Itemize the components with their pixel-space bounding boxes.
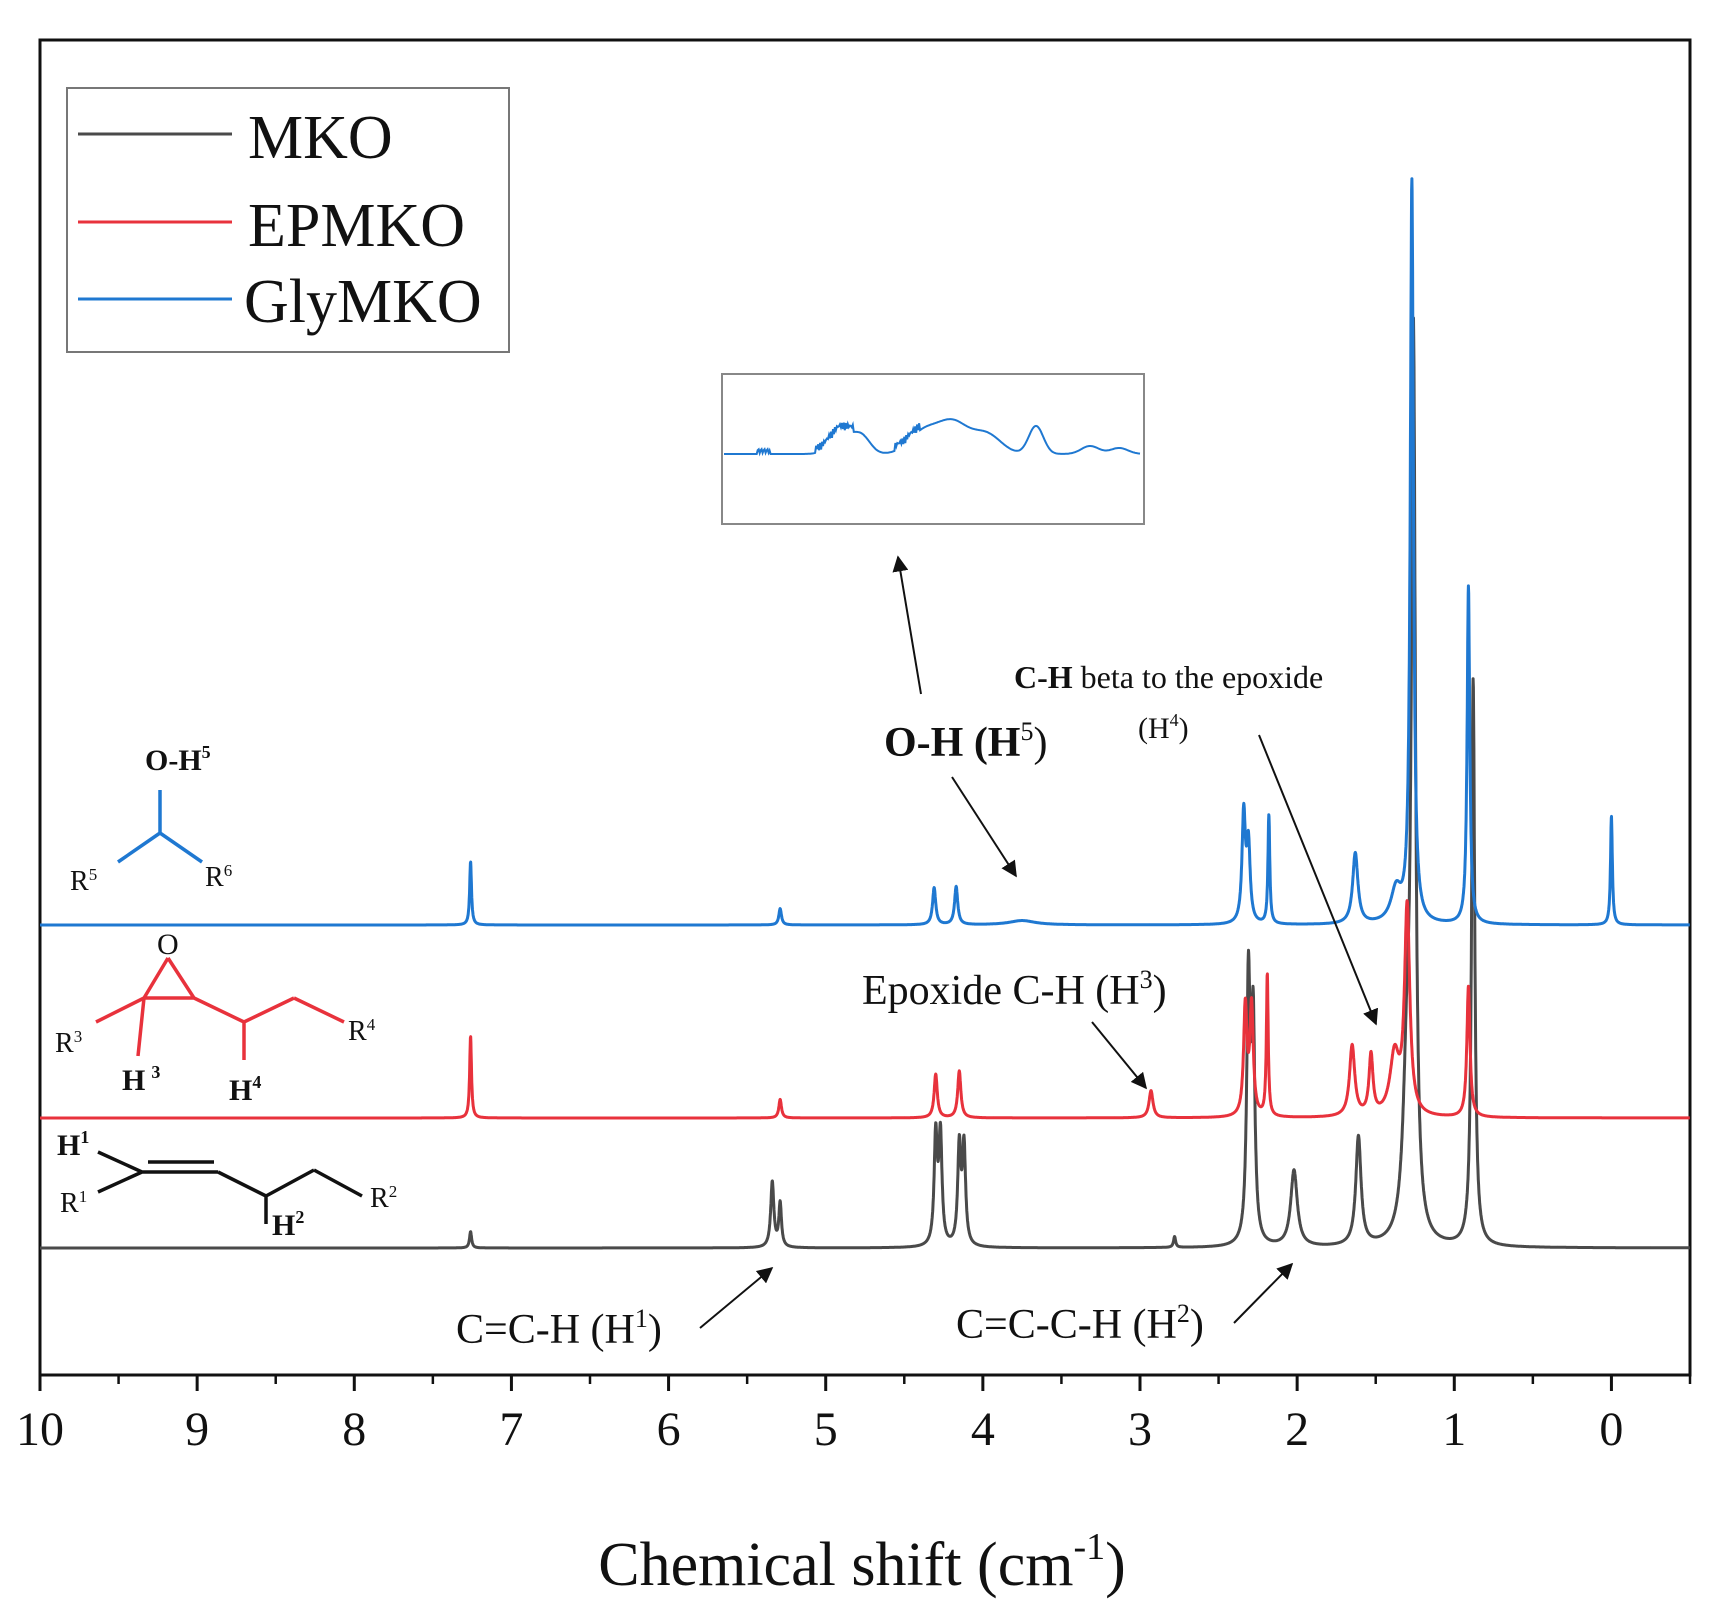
arrow-epoxide [1091, 1021, 1148, 1090]
annotation-ccch: C=C-C-H (H2) [956, 1299, 1204, 1348]
x-axis-label: Chemical shift (cm-1) [598, 1526, 1126, 1599]
x-tick-label-10: 10 [16, 1403, 64, 1456]
structure-alkene: H1 R1 R2 H2 [57, 1127, 397, 1242]
structure-alcohol: O-H5 R5 R6 [70, 742, 232, 897]
struct3-h2: H2 [272, 1207, 304, 1242]
inset-zoom [721, 373, 1145, 525]
inset-frame [721, 373, 1145, 525]
arrow-cch [699, 1266, 774, 1329]
struct1-r5: R5 [70, 865, 97, 897]
legend-box [66, 87, 510, 353]
struct3-r1: R1 [60, 1187, 87, 1219]
struct1-oh-label: O-H5 [145, 742, 211, 777]
annotation-cch: C=C-H (H1) [456, 1304, 662, 1353]
series-line-epmko [38, 899, 1691, 1120]
x-tick-label-8: 8 [342, 1403, 366, 1456]
x-tick-label-1: 1 [1442, 1403, 1466, 1456]
x-tick-label-3: 3 [1128, 1403, 1152, 1456]
struct2-r4: R4 [348, 1015, 376, 1047]
struct3-r2: R2 [370, 1182, 397, 1214]
x-tick-label-4: 4 [971, 1403, 995, 1456]
annotation-arrows [699, 555, 1379, 1329]
annotation-epoxide: Epoxide C-H (H3) [862, 965, 1167, 1014]
struct2-o: O [157, 928, 179, 961]
series-line-glymko [38, 177, 1691, 927]
struct3-h1: H1 [57, 1127, 89, 1162]
struct2-r3: R3 [55, 1027, 82, 1059]
arrow-to-inset [892, 555, 922, 695]
plot-frame [38, 38, 1692, 1377]
struct2-h4: H4 [229, 1072, 261, 1107]
legend: MKO EPMKO GlyMKO [66, 87, 510, 353]
x-tick-label-2: 2 [1285, 1403, 1309, 1456]
x-axis: 10 9 8 7 6 5 4 3 2 1 0 [16, 1375, 1692, 1456]
inset-spectrum-glymko [724, 418, 1141, 457]
arrow-ccch [1233, 1262, 1294, 1324]
struct3-bonds [97, 1150, 363, 1224]
x-tick-label-0: 0 [1599, 1403, 1623, 1456]
struct2-bonds [95, 957, 345, 1060]
annotation-beta-line2: (H4) [1138, 710, 1189, 745]
struct1-r6: R6 [205, 861, 232, 893]
spectra-group [38, 177, 1691, 1250]
legend-label-mko: MKO [248, 104, 393, 172]
x-tick-label-7: 7 [499, 1403, 523, 1456]
legend-label-glymko: GlyMKO [244, 268, 482, 336]
x-tick-label-9: 9 [185, 1403, 209, 1456]
annotation-beta-line1: C-H beta to the epoxide [1014, 659, 1323, 695]
annotation-oh: O-H (H5) [884, 717, 1047, 766]
arrow-oh [951, 776, 1017, 878]
legend-label-epmko: EPMKO [248, 192, 465, 260]
x-tick-label-6: 6 [657, 1403, 681, 1456]
x-tick-label-5: 5 [814, 1403, 838, 1456]
struct1-bonds [117, 790, 203, 864]
arrow-beta [1258, 734, 1379, 1026]
